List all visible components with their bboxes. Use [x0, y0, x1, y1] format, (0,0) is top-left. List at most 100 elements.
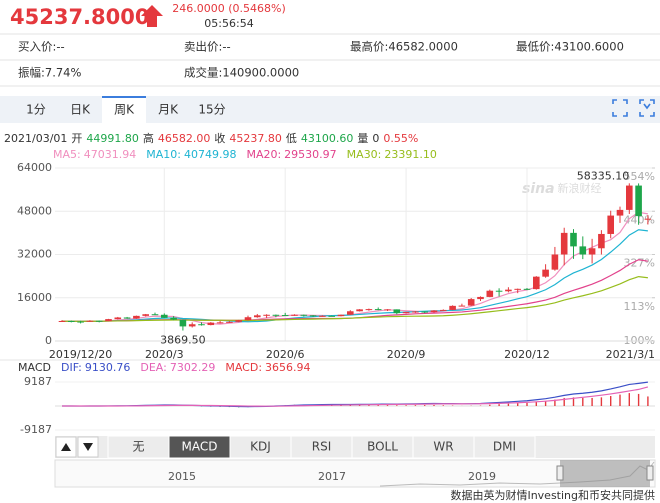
- candle-body: [374, 309, 382, 311]
- candle-body: [384, 309, 391, 311]
- legend-name: MA5:: [53, 148, 81, 161]
- candle-body: [421, 311, 428, 313]
- macd-legend: MACD DIF: 9130.76 DEA: 7302.29 MACD: 3656.94: [18, 361, 311, 374]
- up-arrow: [141, 5, 163, 27]
- indicator-tab[interactable]: 无: [132, 440, 144, 454]
- quote-field: 最高价:46582.0000: [350, 40, 458, 54]
- min-label: 3869.50: [160, 334, 206, 347]
- indicator-tab[interactable]: RSI: [312, 440, 332, 454]
- info-item: 2021/03/01: [4, 132, 67, 145]
- footer: 数据由英为财情Investing和币安共同提供: [450, 488, 655, 502]
- candle-body: [365, 309, 373, 311]
- legend-value: 3656.94: [265, 361, 311, 374]
- candle-body: [533, 276, 540, 290]
- candle-body: [356, 309, 363, 312]
- candle-body: [207, 322, 215, 326]
- candle-body: [328, 315, 335, 317]
- indicator-tab[interactable]: MACD: [182, 440, 218, 454]
- legend-name: MA30:: [347, 148, 382, 161]
- candle-body: [570, 232, 577, 247]
- navigator-year: 2017: [318, 470, 346, 483]
- indicator-tab[interactable]: BOLL: [367, 440, 398, 454]
- period-tab-selected[interactable]: [102, 96, 146, 123]
- candle-body: [123, 317, 131, 319]
- candle-body: [263, 314, 270, 316]
- legend-value: 23391.10: [384, 148, 437, 161]
- settings-icon[interactable]: [639, 99, 655, 117]
- candle-body: [393, 309, 401, 314]
- y2-tick-label: 327%: [624, 257, 655, 270]
- info-item: 46582.00: [158, 132, 211, 145]
- candle-body: [440, 309, 447, 311]
- candle-body: [477, 296, 484, 300]
- info-item: 44991.80: [86, 132, 139, 145]
- quote-time: 05:56:54: [204, 17, 253, 30]
- candle-body: [151, 314, 159, 316]
- quote-field: 最低价:43100.6000: [516, 40, 624, 54]
- indicator-tab[interactable]: WR: [433, 440, 453, 454]
- candle-body: [402, 312, 410, 314]
- candle-body: [607, 215, 614, 234]
- candle-body: [347, 311, 354, 315]
- period-tab[interactable]: 15分: [198, 103, 225, 117]
- candle-body: [588, 248, 596, 255]
- line-series: [62, 229, 648, 323]
- fullscreen-icon[interactable]: [612, 99, 628, 117]
- period-tab[interactable]: 周K: [114, 103, 135, 117]
- navigator[interactable]: [54, 459, 656, 488]
- watermark-text: 新浪财经: [558, 181, 602, 195]
- legend-value: 29530.97: [284, 148, 337, 161]
- info-item: 0: [372, 132, 379, 145]
- info-item: 收: [214, 131, 225, 145]
- info-item: 43100.60: [301, 132, 354, 145]
- up-icon[interactable]: [61, 443, 71, 451]
- period-tab-bar: [0, 96, 660, 123]
- period-tab[interactable]: 日K: [70, 103, 91, 117]
- candle-body: [337, 314, 345, 317]
- ma-legend: MA5: 47031.94 MA10: 40749.98 MA20: 29530.97 MA…: [53, 148, 437, 161]
- legend-name: MACD:: [225, 361, 262, 374]
- candle-body: [216, 322, 224, 324]
- candle-body: [244, 317, 252, 321]
- x-tick-label: 2021/3/1: [606, 348, 655, 361]
- macd-title: MACD: [18, 361, 51, 374]
- candle-body: [86, 320, 94, 322]
- indicator-tab-bg[interactable]: [473, 435, 536, 459]
- y-tick-label: 48000: [17, 204, 52, 217]
- period-tab[interactable]: 1分: [26, 103, 46, 117]
- y-tick-label: 16000: [17, 291, 52, 304]
- down-icon[interactable]: [83, 443, 93, 451]
- indicator-tab[interactable]: KDJ: [250, 440, 271, 454]
- navigator-window[interactable]: [560, 460, 650, 487]
- quote-field: 卖出价:--: [184, 40, 231, 54]
- candle-body: [635, 185, 642, 217]
- candle-body: [514, 288, 521, 290]
- legend-value: 40749.98: [184, 148, 237, 161]
- candle-body: [161, 314, 168, 318]
- candle-body: [430, 310, 438, 313]
- price: 45237.8000: [10, 5, 149, 29]
- period-tab[interactable]: 月K: [158, 103, 179, 117]
- indicator-tab[interactable]: DMI: [493, 440, 516, 454]
- navigator-handle[interactable]: [646, 465, 654, 481]
- toolbar-icons[interactable]: [612, 99, 655, 117]
- candle-body: [560, 232, 568, 255]
- candle-body: [458, 305, 466, 307]
- candle-body: [486, 290, 494, 297]
- candle-body: [598, 233, 605, 249]
- watermark-logo: sina: [522, 181, 555, 197]
- y-tick-label: 32000: [17, 248, 52, 261]
- legend-value: 9130.76: [85, 361, 131, 374]
- navigator-handle[interactable]: [556, 465, 564, 481]
- candle-body: [309, 315, 317, 317]
- candle-body: [551, 254, 559, 270]
- info-item: 45237.80: [229, 132, 282, 145]
- quote-field: 振幅:7.74%: [18, 66, 81, 80]
- candle-body: [142, 314, 149, 316]
- candle-body: [626, 185, 633, 210]
- y-tick-label: 0: [45, 334, 52, 347]
- candle-body: [281, 315, 289, 317]
- price-change: 246.0000 (0.5468%): [172, 2, 286, 15]
- candle-body: [133, 315, 140, 319]
